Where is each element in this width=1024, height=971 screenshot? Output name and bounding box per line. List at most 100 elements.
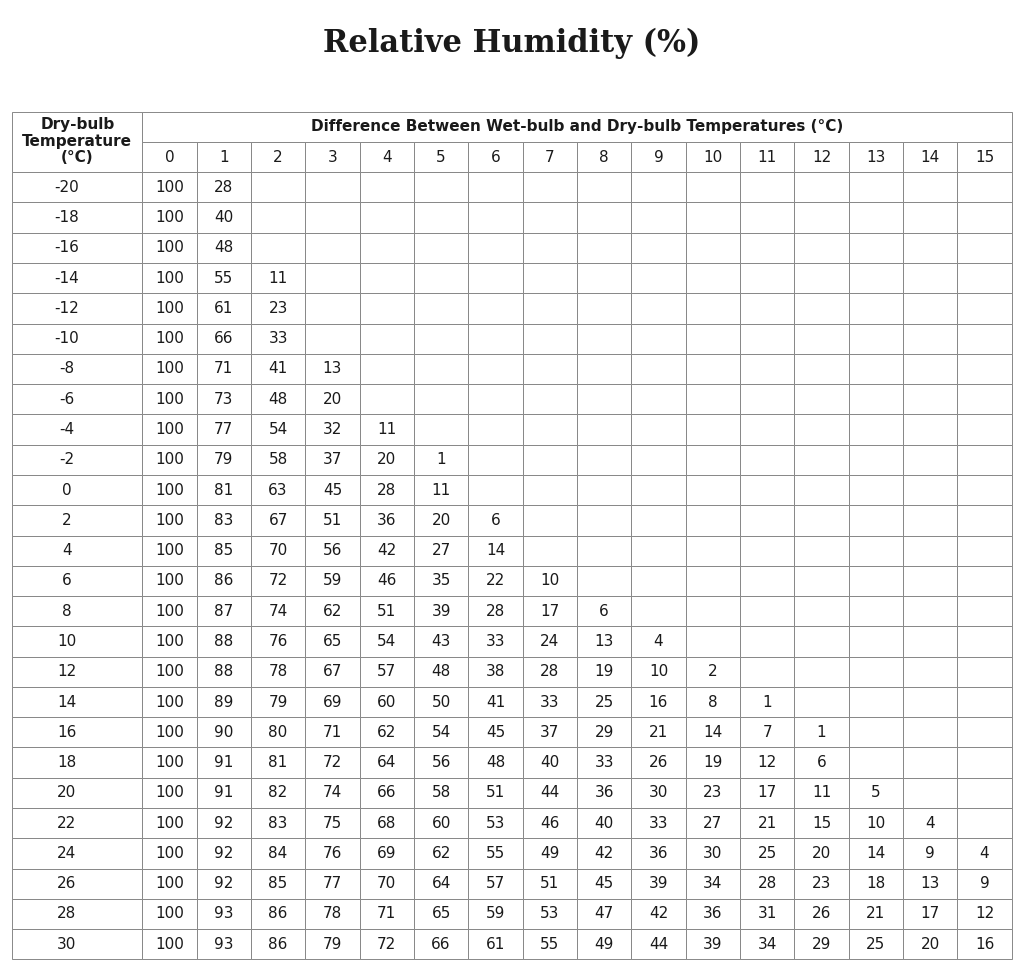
- Bar: [468, 596, 522, 626]
- Text: 25: 25: [595, 694, 613, 710]
- Bar: [414, 263, 468, 293]
- Bar: [305, 686, 359, 718]
- Text: 66: 66: [431, 937, 451, 952]
- Bar: [142, 718, 197, 748]
- Bar: [414, 718, 468, 748]
- Text: 57: 57: [377, 664, 396, 680]
- Text: 75: 75: [323, 816, 342, 830]
- Text: 20: 20: [57, 786, 77, 800]
- Text: 58: 58: [431, 786, 451, 800]
- Bar: [522, 868, 577, 899]
- Bar: [632, 445, 686, 475]
- Bar: [903, 899, 957, 929]
- Bar: [795, 626, 849, 656]
- Text: Relative Humidity (%): Relative Humidity (%): [324, 28, 700, 59]
- Bar: [903, 385, 957, 415]
- Text: 74: 74: [323, 786, 342, 800]
- Bar: [359, 233, 414, 263]
- Bar: [197, 385, 251, 415]
- Bar: [957, 566, 1012, 596]
- Bar: [12, 353, 142, 385]
- Text: 44: 44: [649, 937, 668, 952]
- Text: 45: 45: [323, 483, 342, 497]
- Text: 69: 69: [377, 846, 396, 861]
- Text: 81: 81: [214, 483, 233, 497]
- Bar: [957, 385, 1012, 415]
- Bar: [359, 385, 414, 415]
- Text: 31: 31: [758, 907, 777, 921]
- Text: 5: 5: [871, 786, 881, 800]
- Bar: [359, 718, 414, 748]
- Text: 100: 100: [155, 634, 184, 649]
- Text: 20: 20: [323, 391, 342, 407]
- Bar: [142, 263, 197, 293]
- Bar: [577, 808, 632, 838]
- Text: 73: 73: [214, 391, 233, 407]
- Bar: [686, 263, 740, 293]
- Text: 100: 100: [155, 694, 184, 710]
- Bar: [957, 445, 1012, 475]
- Bar: [686, 566, 740, 596]
- Text: 15: 15: [975, 150, 994, 164]
- Bar: [414, 656, 468, 686]
- Text: 100: 100: [155, 391, 184, 407]
- Bar: [468, 475, 522, 505]
- Text: 80: 80: [268, 724, 288, 740]
- Text: 69: 69: [323, 694, 342, 710]
- Text: 0: 0: [165, 150, 174, 164]
- Bar: [197, 868, 251, 899]
- Bar: [903, 172, 957, 203]
- Bar: [305, 808, 359, 838]
- Bar: [12, 899, 142, 929]
- Text: 76: 76: [268, 634, 288, 649]
- Text: 51: 51: [323, 513, 342, 528]
- Bar: [197, 475, 251, 505]
- Text: 7: 7: [545, 150, 555, 164]
- Text: 11: 11: [377, 422, 396, 437]
- Text: 30: 30: [703, 846, 723, 861]
- Text: 39: 39: [431, 604, 451, 619]
- Bar: [305, 385, 359, 415]
- Bar: [795, 838, 849, 868]
- Text: 83: 83: [214, 513, 233, 528]
- Bar: [414, 233, 468, 263]
- Text: 22: 22: [485, 574, 505, 588]
- Bar: [251, 353, 305, 385]
- Bar: [142, 778, 197, 808]
- Text: 43: 43: [431, 634, 451, 649]
- Bar: [577, 778, 632, 808]
- Bar: [305, 505, 359, 536]
- Text: 42: 42: [377, 543, 396, 558]
- Bar: [414, 475, 468, 505]
- Bar: [142, 323, 197, 353]
- Bar: [12, 566, 142, 596]
- Bar: [468, 293, 522, 323]
- Bar: [197, 142, 251, 172]
- Bar: [957, 353, 1012, 385]
- Bar: [197, 263, 251, 293]
- Bar: [522, 656, 577, 686]
- Bar: [197, 566, 251, 596]
- Text: 100: 100: [155, 907, 184, 921]
- Text: 24: 24: [541, 634, 559, 649]
- Text: 54: 54: [268, 422, 288, 437]
- Bar: [197, 172, 251, 203]
- Bar: [522, 203, 577, 233]
- Text: 100: 100: [155, 271, 184, 285]
- Text: 32: 32: [323, 422, 342, 437]
- Bar: [414, 172, 468, 203]
- Text: 33: 33: [649, 816, 669, 830]
- Text: 14: 14: [57, 694, 77, 710]
- Text: 100: 100: [155, 755, 184, 770]
- Bar: [522, 596, 577, 626]
- Bar: [686, 626, 740, 656]
- Bar: [359, 596, 414, 626]
- Bar: [359, 656, 414, 686]
- Bar: [849, 203, 903, 233]
- Text: 58: 58: [268, 452, 288, 467]
- Text: 17: 17: [541, 604, 559, 619]
- Bar: [12, 838, 142, 868]
- Bar: [197, 929, 251, 959]
- Text: 1: 1: [817, 724, 826, 740]
- Bar: [849, 808, 903, 838]
